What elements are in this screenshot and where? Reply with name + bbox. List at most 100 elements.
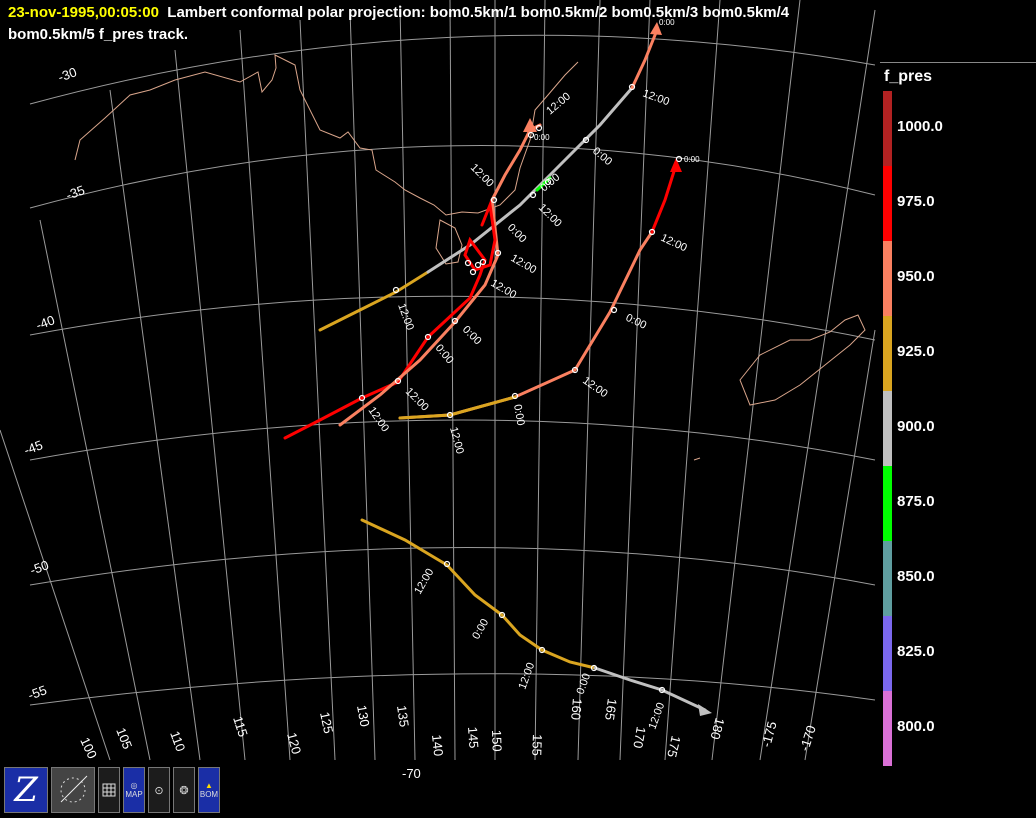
lon-label-145: 145: [465, 726, 481, 749]
track-arrows: [523, 22, 712, 716]
legend-swatch: [883, 691, 892, 766]
map-icon[interactable]: ◎ MAP: [123, 767, 145, 813]
track-4-tan: [398, 395, 517, 420]
lat-label-35: -35: [64, 182, 87, 203]
track-5-grey: [593, 666, 707, 712]
track-5-tan: [360, 518, 597, 670]
svg-text:0:00: 0:00: [460, 324, 484, 348]
legend-swatch: [883, 616, 892, 691]
svg-text:12:00: 12:00: [647, 701, 668, 731]
circle-icon[interactable]: ⊙: [148, 767, 170, 813]
lat-label-55: -55: [26, 682, 49, 703]
lon-label-125: 125: [317, 711, 336, 735]
legend-label: 800.0: [897, 718, 935, 735]
lon-label-105: 105: [113, 726, 135, 752]
lat-label-70: -70: [402, 766, 421, 781]
track-1-grey: [426, 86, 634, 274]
time-markers: [358, 83, 683, 694]
lon-label-170: 170: [630, 725, 649, 749]
svg-text:0:00: 0:00: [470, 617, 491, 642]
svg-text:12:00: 12:00: [536, 202, 564, 230]
legend-swatch: [883, 316, 892, 391]
lat-label-50: -50: [28, 557, 51, 578]
track-loop-red: [463, 199, 497, 272]
lat-label-45: -45: [22, 437, 45, 458]
lon-label-120: 120: [284, 731, 304, 756]
svg-text:12:00: 12:00: [395, 302, 416, 332]
lon-label-175: 175: [664, 734, 683, 759]
svg-text:12:00: 12:00: [659, 232, 689, 255]
legend-label: 1000.0: [897, 118, 943, 135]
svg-text:12:00: 12:00: [468, 162, 496, 190]
lon-label-100: 100: [77, 735, 100, 761]
legend-label: 975.0: [897, 193, 935, 210]
lon-label-110: 110: [167, 729, 188, 754]
lat-label-30: -30: [56, 64, 79, 85]
lon-label-180: 180: [707, 716, 727, 741]
map-title: 23-nov-1995,00:05:00 Lambert conformal p…: [8, 2, 789, 46]
legend-swatch: [883, 541, 892, 616]
title-line-1: Lambert conformal polar projection: bom0…: [167, 4, 790, 21]
svg-text:0:00: 0:00: [659, 18, 675, 27]
track-1-tan: [318, 270, 430, 332]
svg-text:0:00: 0:00: [538, 171, 562, 194]
legend-swatch: [883, 166, 892, 241]
title-date: 23-nov-1995,00:05:00: [8, 4, 159, 21]
color-legend: f_pres 1000.0 975.0 950.0 925.0 900.0 875.0 85…: [880, 62, 1036, 768]
lon-label-140: 140: [429, 734, 446, 757]
svg-text:12:00: 12:00: [509, 252, 539, 276]
legend-label: 925.0: [897, 343, 935, 360]
lon-label-m175: -175: [758, 720, 779, 749]
track-1-salmon: [630, 28, 659, 90]
toolbar: Z ◎ MAP ⊙ ❂ ▲ BOM: [4, 767, 220, 815]
svg-text:12:00: 12:00: [366, 405, 392, 434]
longitude-grid: [0, 0, 876, 761]
svg-text:0:00: 0:00: [590, 145, 614, 168]
title-line-2: bom0.5km/5 f_pres track.: [8, 26, 189, 43]
lon-label-155: 155: [529, 734, 545, 756]
svg-text:12:00: 12:00: [403, 386, 431, 414]
legend-label: 825.0: [897, 643, 935, 660]
track-3-salmon: [338, 198, 500, 427]
legend-swatch: [883, 391, 892, 466]
zebra-logo-icon[interactable]: Z: [4, 767, 48, 813]
svg-text:12:00: 12:00: [489, 277, 519, 301]
grid-icon[interactable]: [98, 767, 120, 813]
map-button-label: MAP: [125, 790, 143, 799]
svg-text:0:00: 0:00: [505, 222, 529, 246]
latitude-labels: -30 -35 -40 -45 -50 -55: [22, 64, 87, 703]
legend-label: 850.0: [897, 568, 935, 585]
tracks: [283, 28, 707, 712]
legend-swatch: [883, 241, 892, 316]
legend-label: 950.0: [897, 268, 935, 285]
coastline: [74, 54, 866, 461]
lon-label-130: 130: [354, 704, 373, 728]
svg-text:0:00: 0:00: [624, 312, 648, 332]
legend-swatch: [883, 466, 892, 541]
lon-label-m170: -170: [797, 724, 819, 753]
track-2-red: [283, 258, 487, 440]
svg-text:12:00: 12:00: [580, 375, 609, 401]
svg-text:12:00: 12:00: [412, 567, 436, 597]
legend-label: 900.0: [897, 418, 935, 435]
svg-text:12:00: 12:00: [447, 426, 466, 456]
svg-text:0:00: 0:00: [511, 403, 527, 426]
legend-divider: [880, 62, 1036, 63]
lon-label-165: 165: [602, 698, 620, 722]
lon-label-135: 135: [394, 704, 412, 728]
svg-text:0:00: 0:00: [534, 133, 550, 142]
legend-label: 875.0: [897, 493, 935, 510]
globe-icon[interactable]: ❂: [173, 767, 195, 813]
legend-title: f_pres: [884, 68, 933, 85]
lon-label-160: 160: [568, 698, 585, 721]
track-4-red: [650, 163, 678, 234]
satellite-icon[interactable]: [51, 767, 95, 813]
lat-label-40: -40: [34, 312, 57, 333]
svg-text:12:00: 12:00: [517, 661, 538, 691]
bom-logo-icon[interactable]: ▲ BOM: [198, 767, 220, 813]
svg-text:0:00: 0:00: [684, 155, 700, 164]
legend-swatch: [883, 91, 892, 166]
bom-button-label: BOM: [199, 790, 219, 799]
lon-label-150: 150: [489, 730, 505, 752]
